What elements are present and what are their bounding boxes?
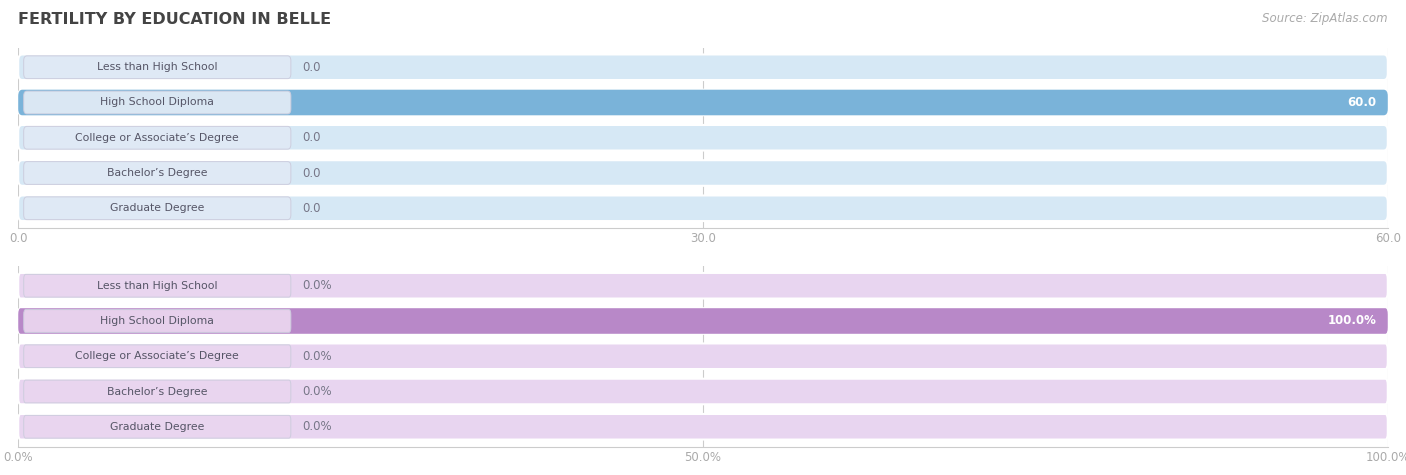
Text: 0.0: 0.0: [302, 131, 321, 144]
FancyBboxPatch shape: [18, 414, 1388, 439]
Text: 0.0%: 0.0%: [302, 420, 332, 433]
FancyBboxPatch shape: [18, 308, 1388, 334]
Text: Source: ZipAtlas.com: Source: ZipAtlas.com: [1263, 12, 1388, 25]
FancyBboxPatch shape: [24, 275, 291, 297]
FancyBboxPatch shape: [24, 380, 291, 403]
Text: 0.0: 0.0: [302, 202, 321, 215]
Text: 60.0: 60.0: [1347, 96, 1376, 109]
FancyBboxPatch shape: [18, 308, 1388, 334]
Text: Bachelor’s Degree: Bachelor’s Degree: [107, 168, 208, 178]
FancyBboxPatch shape: [18, 379, 1388, 404]
FancyBboxPatch shape: [18, 195, 1388, 221]
FancyBboxPatch shape: [24, 91, 291, 114]
Text: Less than High School: Less than High School: [97, 281, 218, 291]
FancyBboxPatch shape: [24, 310, 291, 332]
Text: Graduate Degree: Graduate Degree: [110, 203, 204, 213]
Text: 100.0%: 100.0%: [1327, 314, 1376, 327]
FancyBboxPatch shape: [18, 273, 1388, 299]
FancyBboxPatch shape: [24, 162, 291, 184]
FancyBboxPatch shape: [18, 125, 1388, 151]
Text: High School Diploma: High School Diploma: [100, 97, 214, 107]
Text: Graduate Degree: Graduate Degree: [110, 422, 204, 432]
Text: Bachelor’s Degree: Bachelor’s Degree: [107, 387, 208, 397]
Text: 0.0: 0.0: [302, 167, 321, 180]
Text: Less than High School: Less than High School: [97, 62, 218, 72]
Text: High School Diploma: High School Diploma: [100, 316, 214, 326]
FancyBboxPatch shape: [24, 56, 291, 79]
Text: College or Associate’s Degree: College or Associate’s Degree: [76, 133, 239, 143]
Text: College or Associate’s Degree: College or Associate’s Degree: [76, 351, 239, 361]
FancyBboxPatch shape: [24, 345, 291, 368]
Text: 0.0: 0.0: [302, 61, 321, 74]
Text: 0.0%: 0.0%: [302, 279, 332, 292]
FancyBboxPatch shape: [24, 126, 291, 149]
Text: FERTILITY BY EDUCATION IN BELLE: FERTILITY BY EDUCATION IN BELLE: [18, 12, 332, 27]
FancyBboxPatch shape: [18, 90, 1388, 115]
Text: 0.0%: 0.0%: [302, 350, 332, 363]
FancyBboxPatch shape: [24, 197, 291, 219]
FancyBboxPatch shape: [18, 160, 1388, 186]
FancyBboxPatch shape: [18, 55, 1388, 80]
Text: 0.0%: 0.0%: [302, 385, 332, 398]
FancyBboxPatch shape: [24, 415, 291, 438]
FancyBboxPatch shape: [18, 343, 1388, 369]
FancyBboxPatch shape: [18, 90, 1388, 115]
